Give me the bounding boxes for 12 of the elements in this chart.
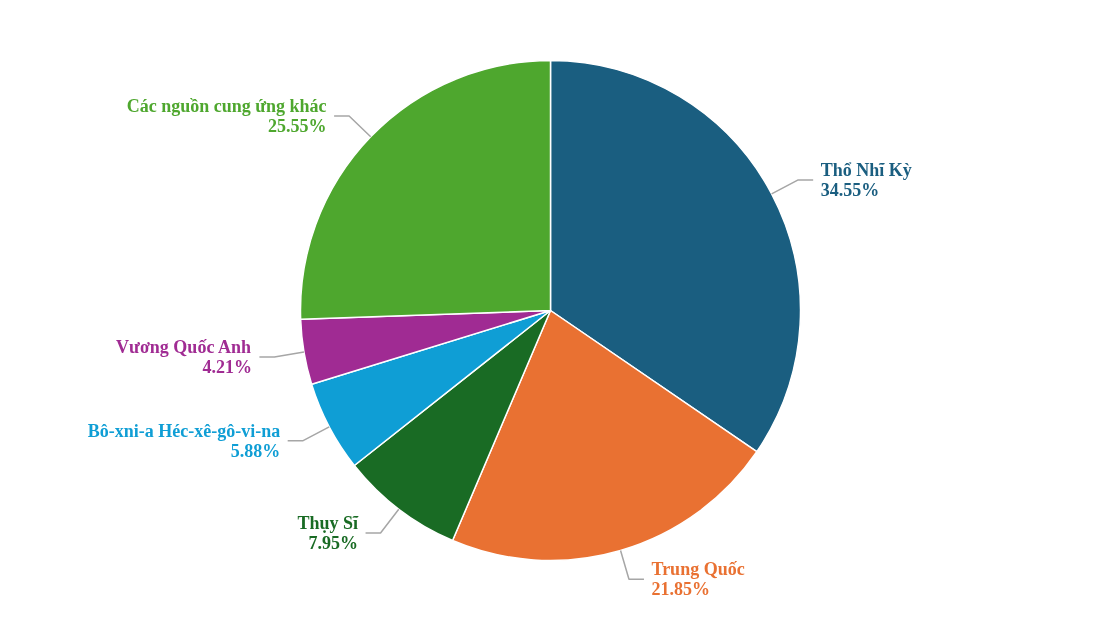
data-label: 21.85%	[651, 579, 710, 600]
slice-label: Vương Quốc Anh	[116, 337, 251, 358]
slice-label: Thụy Sĩ	[297, 513, 360, 534]
data-label: 7.95%	[308, 533, 359, 554]
slice-label: Trung Quốc	[651, 559, 745, 580]
slice-label: Bô-xni-a Héc-xê-gô-vi-na	[87, 420, 281, 441]
data-label: 5.88%	[230, 440, 281, 461]
data-label: 34.55%	[820, 179, 880, 200]
data-label: 4.21%	[202, 357, 252, 378]
data-label: 25.55%	[268, 115, 327, 136]
slice-label: Thổ Nhĩ Kỳ	[820, 159, 912, 180]
slice-label: Các nguồn cung ứng khác	[126, 95, 327, 116]
